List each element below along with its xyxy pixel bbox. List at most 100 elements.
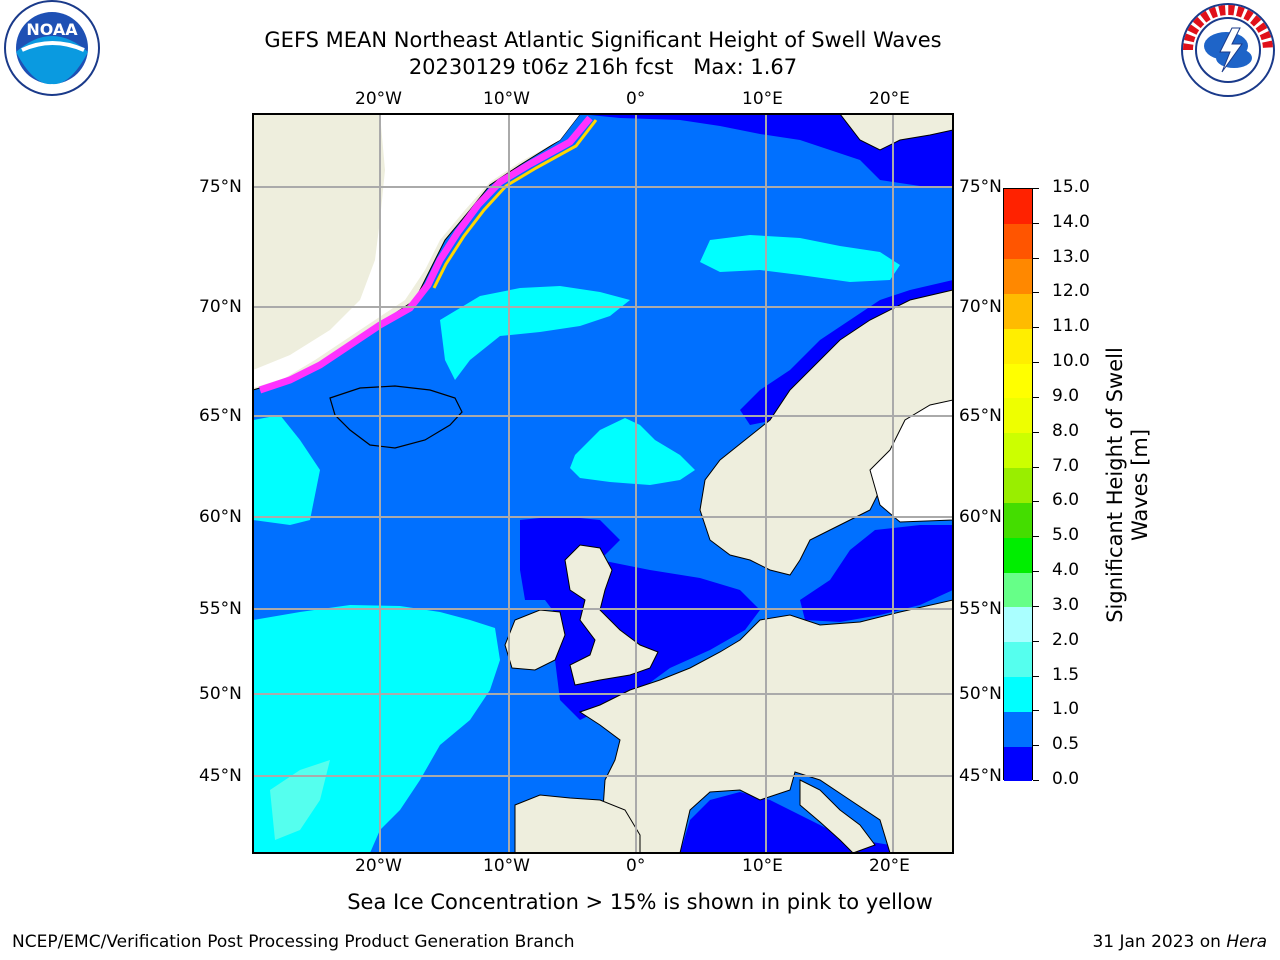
lat-label-75n-right: 75°N [959,177,1002,197]
footer-date: 31 Jan 2023 on Hera [1092,932,1267,952]
colorbar-tick-label: 0.0 [1052,769,1080,789]
footer-host: Hera [1226,932,1267,952]
footer-credit: NCEP/EMC/Verification Post Processing Pr… [12,932,575,952]
footer-date-text: 31 Jan 2023 on [1092,932,1227,952]
colorbar-tick-mark [1033,431,1039,433]
lon-label-10e-top: 10°E [742,89,783,109]
colorbar-label-line1: Significant Height of Swell [1103,347,1127,623]
colorbar-segment [1004,502,1032,538]
colorbar-segment [1004,606,1032,643]
lon-label-20w-top: 20°W [355,89,402,109]
land-finland [869,399,953,523]
low-swell-baltic [800,525,953,622]
lon-label-10e-bottom: 10°E [742,856,783,876]
colorbar-segment [1004,363,1032,399]
colorbar-tick-label: 15.0 [1052,177,1090,197]
colorbar-tick-mark [1033,571,1039,573]
lat-label-45n-left: 45°N [199,766,242,786]
swell-zone-norwegian-sea [700,235,900,282]
colorbar-tick-mark [1033,675,1039,677]
map-title: GEFS MEAN Northeast Atlantic Significant… [264,28,942,52]
land-great-britain [564,544,659,686]
colorbar-tick-label: 3.0 [1052,594,1080,615]
lon-label-0-top: 0° [626,89,646,109]
colorbar-tick-label: 1.5 [1052,664,1080,685]
lat-label-70n-left: 70°N [199,297,242,317]
colorbar-tick-mark [1033,536,1039,538]
colorbar-tick-mark [1033,362,1039,364]
colorbar-segment [1004,676,1032,712]
lat-label-65n-left: 65°N [199,406,242,426]
lat-label-55n-left: 55°N [199,599,242,619]
colorbar-label: Significant Height of Swell Waves [m] [1103,347,1153,623]
lat-label-45n-right: 45°N [959,766,1002,786]
lon-label-20e-top: 20°E [869,89,910,109]
lat-label-60n-right: 60°N [959,507,1002,527]
nws-logo [1181,3,1275,97]
lat-label-60n-left: 60°N [199,507,242,527]
colorbar-tick-mark [1033,640,1039,642]
lon-label-10w-bottom: 10°W [483,856,530,876]
lon-label-20w-bottom: 20°W [355,856,402,876]
swell-zone-central [570,418,695,485]
colorbar-tick-mark [1033,292,1039,294]
colorbar-tick-mark [1033,396,1039,398]
sea-ice-edge-yellow [432,119,598,289]
colorbar-tick-label: 1.0 [1052,699,1080,720]
colorbar-segment [1004,432,1032,469]
colorbar-segment [1004,467,1032,503]
colorbar-tick-label: 14.0 [1052,211,1090,232]
lat-label-70n-right: 70°N [959,297,1002,317]
sea-ice-caption: Sea Ice Concentration > 15% is shown in … [347,890,933,914]
graticule [253,114,953,853]
land-svalbard [839,114,953,151]
colorbar-tick-label: 8.0 [1052,420,1080,441]
colorbar-segment [1004,328,1032,364]
colorbar-segment [1004,397,1032,434]
colorbar-segment [1004,189,1032,225]
colorbar-tick-mark [1033,188,1039,189]
colorbar [1003,188,1033,782]
colorbar-tick-label: 6.0 [1052,490,1080,511]
colorbar-tick-label: 7.0 [1052,455,1080,476]
map-frame [252,113,954,854]
colorbar-segment [1004,293,1032,329]
noaa-logo-text: NOAA [26,20,78,39]
lat-label-75n-left: 75°N [199,177,242,197]
colorbar-label-line2: Waves [m] [1128,428,1152,542]
colorbar-segment [1004,572,1032,608]
colorbar-tick-mark [1033,222,1039,224]
colorbar-tick-label: 4.0 [1052,560,1080,581]
map-subtitle: 20230129 t06z 216h fcst Max: 1.67 [408,55,798,79]
lon-label-10w-top: 10°W [483,89,530,109]
colorbar-segment [1004,711,1032,747]
lat-label-50n-right: 50°N [959,684,1002,704]
noaa-logo: NOAA [4,0,100,96]
lon-label-0-bottom: 0° [626,856,646,876]
colorbar-tick-label: 2.0 [1052,629,1080,650]
colorbar-tick-mark [1033,605,1039,607]
colorbar-tick-mark [1033,466,1039,468]
swell-zone-southwest-2 [253,415,320,525]
colorbar-tick-label: 10.0 [1052,351,1090,372]
sea-ice-edge [258,115,593,394]
low-swell-mediterranean [680,792,953,853]
land-italy [799,779,876,853]
colorbar-tick-mark [1033,745,1039,747]
colorbar-segment [1004,223,1032,260]
colorbar-tick-mark [1033,501,1039,503]
colorbar-tick-label: 13.0 [1052,246,1090,267]
lat-label-50n-left: 50°N [199,684,242,704]
sea-ice-greenland [253,114,580,388]
colorbar-tick-mark [1033,327,1039,329]
colorbar-tick-label: 0.5 [1052,734,1080,755]
colorbar-segment [1004,641,1032,678]
colorbar-tick-label: 12.0 [1052,281,1090,302]
colorbar-segment [1004,746,1032,782]
colorbar-segment [1004,258,1032,294]
swell-zone-northwest [440,286,630,380]
land-iberia [514,794,641,853]
land-ireland [504,609,566,671]
colorbar-tick-mark [1033,780,1039,781]
